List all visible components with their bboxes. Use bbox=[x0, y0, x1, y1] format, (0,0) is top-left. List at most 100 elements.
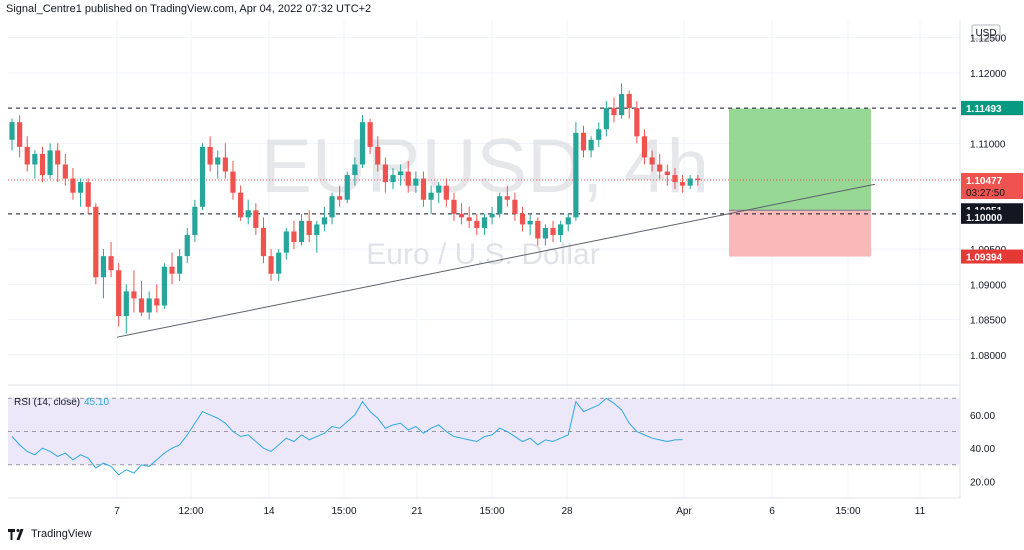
candle-body bbox=[215, 157, 221, 165]
candle-body bbox=[199, 146, 206, 207]
candle-body bbox=[413, 178, 419, 186]
candle-body bbox=[535, 220, 541, 239]
candle-body bbox=[321, 217, 328, 225]
candle-body bbox=[550, 227, 556, 235]
candle-body bbox=[9, 122, 15, 140]
candle-body bbox=[177, 256, 183, 274]
candle-body bbox=[382, 164, 388, 183]
time-tick-label: 15:00 bbox=[331, 506, 356, 517]
candle-body bbox=[39, 153, 46, 176]
candle-body bbox=[405, 171, 411, 186]
candle-body bbox=[497, 196, 503, 214]
rsi-line bbox=[11, 397, 683, 476]
candle-body bbox=[268, 256, 274, 274]
candle-body bbox=[573, 132, 579, 218]
candle-body bbox=[260, 227, 267, 257]
candle-body bbox=[527, 220, 533, 225]
watermark-symbol: EURUSD, 4h bbox=[261, 124, 709, 209]
stop-loss-zone bbox=[729, 210, 871, 257]
candle-body bbox=[207, 146, 213, 165]
candle-body bbox=[565, 217, 571, 225]
candle-body bbox=[626, 94, 632, 109]
candle-body bbox=[436, 185, 442, 193]
rsi-indicator-label: RSI (14, close) bbox=[14, 397, 80, 408]
candle-body bbox=[375, 146, 381, 165]
current-price-tag-bg bbox=[961, 173, 1023, 200]
candle-body bbox=[451, 199, 457, 214]
candle-body bbox=[420, 178, 427, 200]
candle-body bbox=[588, 139, 594, 151]
currency-badge bbox=[971, 24, 1001, 40]
candle-body bbox=[230, 171, 236, 193]
candle-body bbox=[100, 256, 107, 278]
time-tick-label: 15:00 bbox=[479, 506, 504, 517]
candle-body bbox=[184, 234, 190, 257]
candle-body bbox=[146, 298, 152, 313]
long-position-tool bbox=[729, 108, 871, 257]
time-tick-label: 28 bbox=[561, 506, 573, 517]
candle-body bbox=[466, 217, 472, 221]
candle-body bbox=[32, 153, 38, 165]
candle-body bbox=[192, 206, 198, 235]
candle-body bbox=[17, 122, 23, 147]
tradingview-logo-icon bbox=[8, 528, 24, 540]
time-tick-label: 15:00 bbox=[835, 506, 860, 517]
candle-body bbox=[687, 178, 693, 186]
price-tick-label: 1.11000 bbox=[970, 139, 1006, 150]
currency-label: USD bbox=[975, 28, 996, 39]
candle-body bbox=[558, 224, 564, 235]
bar-countdown: 03:27:50 bbox=[966, 188, 1005, 199]
stop-loss-tag-bg bbox=[961, 249, 1023, 264]
candle-body bbox=[542, 227, 548, 239]
candle-body bbox=[474, 220, 480, 228]
rsi-pane: RSI (14, close) 45.10 60.00 40.00 20.00 bbox=[8, 397, 995, 488]
candle-body bbox=[489, 213, 495, 218]
candle-body bbox=[428, 192, 434, 200]
candle-body bbox=[222, 157, 228, 172]
candle-body bbox=[679, 182, 686, 186]
rsi-tick-label: 60.00 bbox=[970, 411, 995, 422]
time-tick-label: 6 bbox=[769, 506, 775, 517]
candle-body bbox=[62, 164, 68, 179]
take-profit-tag-bg bbox=[961, 100, 1023, 115]
round-level-tag-bg bbox=[961, 209, 1023, 224]
tradingview-brand: TradingView bbox=[8, 528, 92, 540]
time-tick-label: 21 bbox=[411, 506, 423, 517]
time-tick-label: 7 bbox=[114, 506, 120, 517]
rsi-current-value: 45.10 bbox=[84, 397, 109, 408]
candle-body bbox=[695, 178, 701, 181]
round-level-tag: 1.10000 bbox=[966, 213, 1003, 224]
candle-body bbox=[93, 206, 99, 278]
candle-body bbox=[504, 196, 510, 200]
candle-body bbox=[329, 196, 335, 218]
candle-body bbox=[596, 129, 602, 140]
time-tick-label: 12:00 bbox=[178, 506, 203, 517]
candle-body bbox=[154, 298, 160, 306]
watermark-description: Euro / U.S. Dollar bbox=[366, 238, 599, 271]
candle-body bbox=[344, 175, 350, 200]
ascending-trendline bbox=[116, 183, 876, 338]
candle-body bbox=[352, 164, 358, 176]
price-tick-label: 1.12500 bbox=[970, 34, 1007, 45]
candle-body bbox=[123, 291, 129, 317]
candle-body bbox=[306, 220, 312, 235]
candle-body bbox=[634, 108, 640, 137]
candle-body bbox=[253, 210, 259, 228]
rsi-tick-label: 40.00 bbox=[970, 444, 995, 455]
price-tick-label: 1.08000 bbox=[970, 351, 1007, 362]
take-profit-tag: 1.11493 bbox=[966, 104, 1002, 115]
candle-body bbox=[611, 108, 617, 116]
candle-body bbox=[245, 210, 251, 218]
candle-body bbox=[672, 175, 678, 183]
symbol-watermark: EURUSD, 4h Euro / U.S. Dollar bbox=[261, 124, 709, 271]
candle-body bbox=[458, 213, 465, 218]
candle-body bbox=[481, 217, 488, 228]
candle-body bbox=[657, 164, 663, 172]
candle-body bbox=[138, 298, 145, 313]
time-tick-label: 14 bbox=[263, 506, 275, 517]
candle-body bbox=[116, 270, 122, 317]
candle-body bbox=[283, 231, 289, 253]
candle-body bbox=[664, 171, 670, 176]
candle-body bbox=[276, 252, 282, 274]
